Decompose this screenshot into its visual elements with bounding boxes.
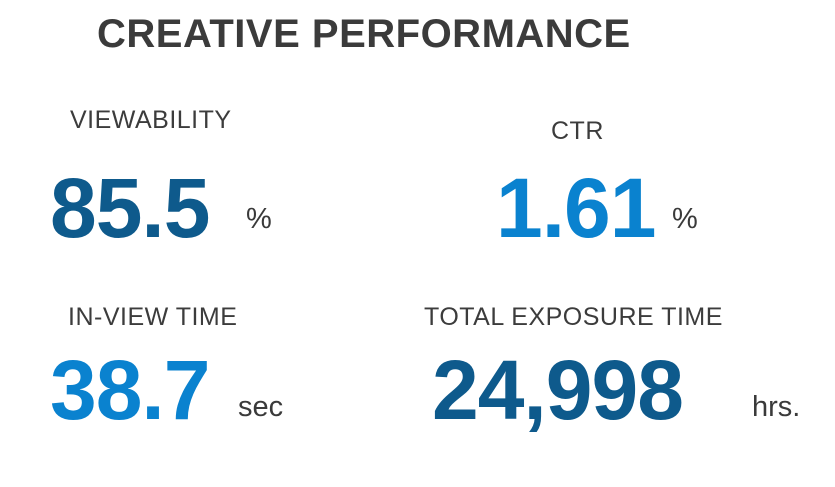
viewability-value: 85.5 — [50, 161, 210, 255]
in-view-time-label: IN-VIEW TIME — [68, 303, 238, 331]
page-title: CREATIVE PERFORMANCE — [97, 12, 631, 56]
viewability-unit: % — [246, 203, 272, 235]
in-view-time-unit: sec — [238, 391, 284, 423]
total-exposure-time-label: TOTAL EXPOSURE TIME — [424, 303, 723, 331]
ctr-unit: % — [672, 203, 698, 235]
viewability-label: VIEWABILITY — [70, 106, 232, 134]
total-exposure-time-value: 24,998 — [432, 343, 684, 437]
total-exposure-time-unit: hrs. — [752, 391, 801, 423]
ctr-label: CTR — [551, 117, 604, 145]
ctr-value: 1.61 — [496, 161, 656, 255]
in-view-time-value: 38.7 — [50, 343, 210, 437]
